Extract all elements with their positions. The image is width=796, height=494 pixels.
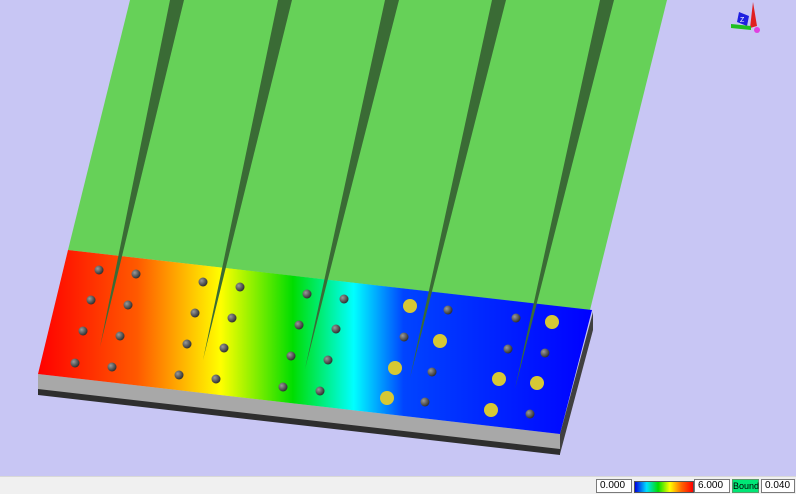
dot — [443, 305, 453, 315]
base-slab-shadow — [38, 389, 560, 455]
xyz-axis-triad-icon[interactable]: Z — [731, 2, 760, 33]
dot — [198, 277, 208, 287]
axis-label-z: Z — [740, 17, 745, 24]
fin — [100, 0, 184, 347]
dot — [278, 382, 288, 392]
fin — [410, 0, 506, 378]
dot — [115, 331, 125, 341]
y-axis-arrow — [750, 2, 757, 28]
dot — [227, 313, 237, 323]
dot — [331, 324, 341, 334]
dot — [78, 326, 88, 336]
green-strip — [68, 0, 667, 310]
fin — [305, 0, 399, 369]
dot — [503, 344, 513, 354]
dot — [211, 374, 221, 384]
color-scale-bar — [634, 481, 694, 493]
dot — [380, 391, 394, 405]
dot — [530, 376, 544, 390]
bound-value-field[interactable]: 0.040 — [761, 479, 795, 493]
dot — [107, 362, 117, 372]
3d-viewport[interactable]: Z — [0, 0, 796, 476]
dot — [484, 403, 498, 417]
dot — [94, 265, 104, 275]
status-bar: 0.000 6.000 Bound 0.040 — [0, 476, 796, 494]
dot — [174, 370, 184, 380]
dot — [403, 299, 417, 313]
dot — [420, 397, 430, 407]
dot — [511, 313, 521, 323]
dot — [190, 308, 200, 318]
color-field — [38, 250, 592, 434]
dot — [131, 269, 141, 279]
fin — [203, 0, 292, 360]
dot — [433, 334, 447, 348]
fins — [100, 0, 614, 389]
dots-yellow — [380, 299, 559, 417]
dot — [70, 358, 80, 368]
dot — [315, 386, 325, 396]
dot — [235, 282, 245, 292]
legend-min-field[interactable]: 0.000 — [596, 479, 632, 493]
dot — [219, 343, 229, 353]
bound-label: Bound — [732, 479, 760, 493]
dot — [540, 348, 550, 358]
dot — [302, 289, 312, 299]
dot — [86, 295, 96, 305]
dot — [399, 332, 409, 342]
legend-max-field[interactable]: 6.000 — [694, 479, 730, 493]
x-axis-arrow — [731, 24, 751, 30]
dot — [388, 361, 402, 375]
dots-dark — [70, 265, 550, 419]
dot — [427, 367, 437, 377]
dot — [545, 315, 559, 329]
dot — [492, 372, 506, 386]
dot — [182, 339, 192, 349]
dot — [294, 320, 304, 330]
dot — [123, 300, 133, 310]
base-slab-side — [560, 312, 593, 454]
dot — [339, 294, 349, 304]
dot — [525, 409, 535, 419]
origin-marker — [754, 27, 760, 33]
fin — [515, 0, 614, 389]
dot — [323, 355, 333, 365]
dot — [286, 351, 296, 361]
z-axis-arrow — [737, 12, 749, 26]
